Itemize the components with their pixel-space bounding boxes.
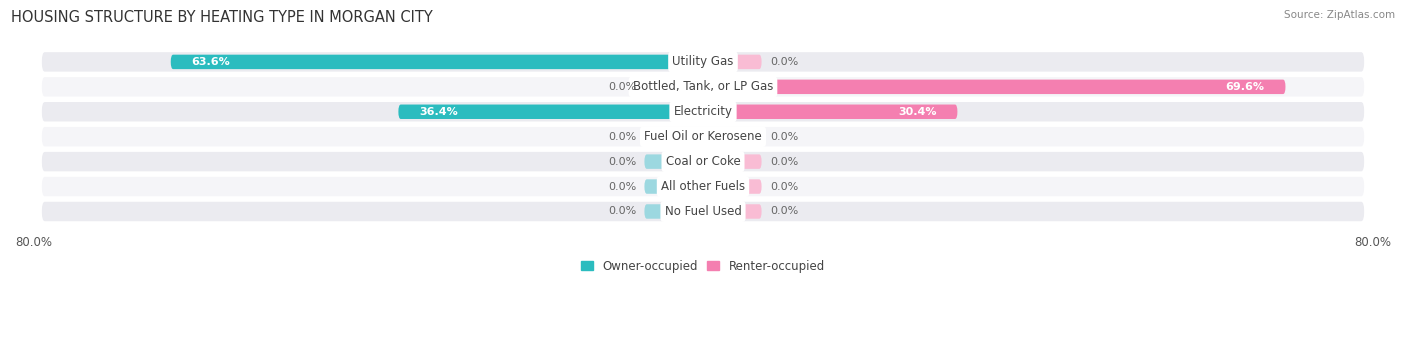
Text: Electricity: Electricity (673, 105, 733, 118)
Text: 0.0%: 0.0% (770, 132, 799, 142)
Text: HOUSING STRUCTURE BY HEATING TYPE IN MORGAN CITY: HOUSING STRUCTURE BY HEATING TYPE IN MOR… (11, 10, 433, 25)
Text: No Fuel Used: No Fuel Used (665, 205, 741, 218)
Text: 0.0%: 0.0% (607, 181, 636, 192)
Text: Source: ZipAtlas.com: Source: ZipAtlas.com (1284, 10, 1395, 20)
FancyBboxPatch shape (703, 179, 762, 194)
FancyBboxPatch shape (703, 130, 762, 144)
Legend: Owner-occupied, Renter-occupied: Owner-occupied, Renter-occupied (581, 260, 825, 273)
FancyBboxPatch shape (42, 152, 1364, 171)
Text: 0.0%: 0.0% (770, 181, 799, 192)
Text: 69.6%: 69.6% (1226, 82, 1264, 92)
FancyBboxPatch shape (644, 79, 703, 94)
FancyBboxPatch shape (644, 179, 703, 194)
FancyBboxPatch shape (42, 52, 1364, 72)
Text: Coal or Coke: Coal or Coke (665, 155, 741, 168)
FancyBboxPatch shape (644, 154, 703, 169)
Text: 30.4%: 30.4% (898, 107, 936, 117)
FancyBboxPatch shape (703, 154, 762, 169)
Text: 0.0%: 0.0% (607, 82, 636, 92)
FancyBboxPatch shape (42, 77, 1364, 97)
FancyBboxPatch shape (170, 55, 703, 69)
FancyBboxPatch shape (644, 130, 703, 144)
Text: 0.0%: 0.0% (770, 157, 799, 167)
FancyBboxPatch shape (703, 55, 762, 69)
FancyBboxPatch shape (42, 127, 1364, 146)
FancyBboxPatch shape (42, 177, 1364, 196)
Text: 63.6%: 63.6% (191, 57, 231, 67)
Text: All other Fuels: All other Fuels (661, 180, 745, 193)
Text: 0.0%: 0.0% (770, 207, 799, 217)
Text: Fuel Oil or Kerosene: Fuel Oil or Kerosene (644, 130, 762, 143)
Text: 36.4%: 36.4% (419, 107, 458, 117)
FancyBboxPatch shape (703, 105, 957, 119)
FancyBboxPatch shape (703, 204, 762, 219)
FancyBboxPatch shape (398, 105, 703, 119)
Text: 0.0%: 0.0% (607, 157, 636, 167)
Text: Utility Gas: Utility Gas (672, 55, 734, 69)
Text: 0.0%: 0.0% (607, 207, 636, 217)
Text: 0.0%: 0.0% (770, 57, 799, 67)
FancyBboxPatch shape (703, 79, 1285, 94)
Text: 0.0%: 0.0% (607, 132, 636, 142)
FancyBboxPatch shape (42, 202, 1364, 221)
FancyBboxPatch shape (42, 102, 1364, 121)
FancyBboxPatch shape (644, 204, 703, 219)
Text: Bottled, Tank, or LP Gas: Bottled, Tank, or LP Gas (633, 80, 773, 93)
